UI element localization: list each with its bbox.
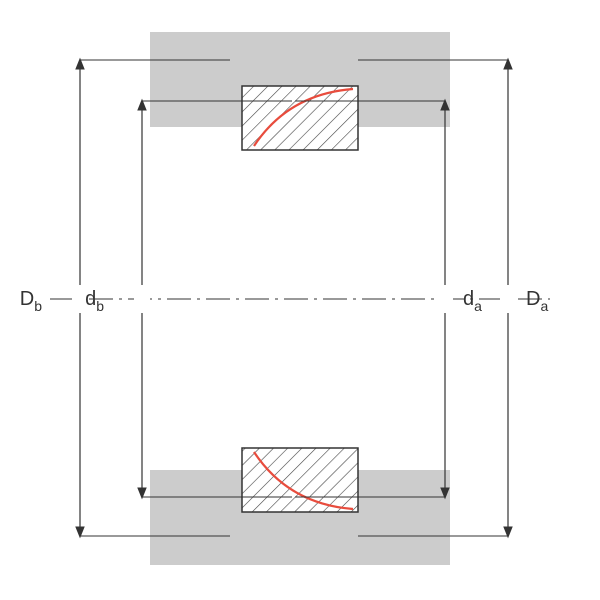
technical-drawing: DbdbdaDa <box>0 0 600 600</box>
dimension-label: Da <box>526 288 548 314</box>
dimension-label: da <box>463 288 482 314</box>
dimension-label: Db <box>20 288 42 314</box>
